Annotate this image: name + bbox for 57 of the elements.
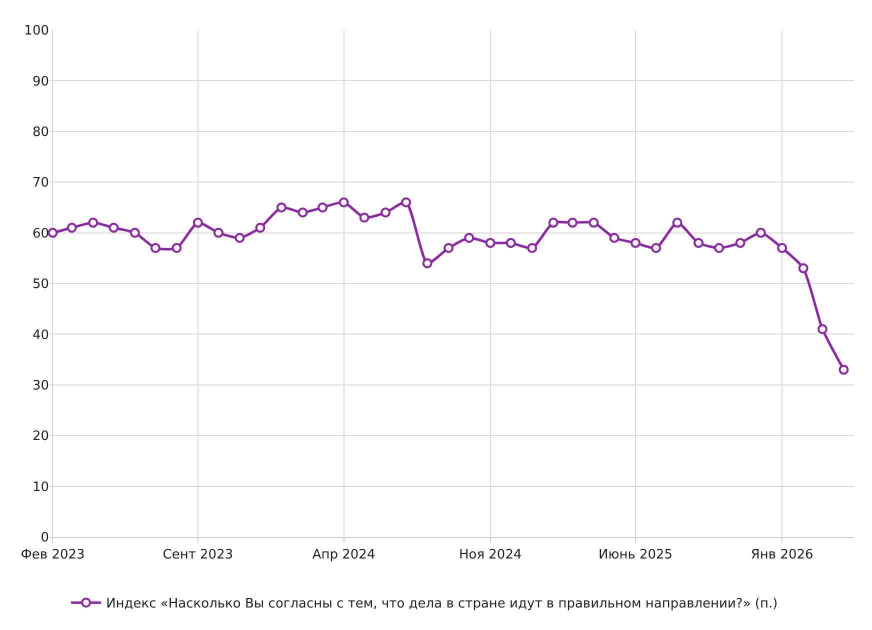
- point: [338, 197, 349, 208]
- x-tick-label: Фев 2023: [20, 548, 85, 563]
- point: [777, 243, 788, 254]
- y-tick-label: 80: [32, 124, 49, 140]
- point: [485, 238, 496, 248]
- point: [234, 232, 245, 243]
- point: [735, 238, 746, 248]
- point: [422, 258, 432, 268]
- point: [150, 243, 160, 254]
- point: [108, 222, 119, 233]
- point: [88, 218, 98, 228]
- point: [588, 218, 599, 228]
- y-tick-label: 30: [32, 378, 49, 394]
- x-tick-label: Сент 2023: [162, 548, 234, 563]
- x-tick-label: Ноя 2024: [458, 548, 522, 563]
- point: [318, 202, 328, 212]
- point: [609, 232, 620, 243]
- point: [672, 218, 682, 228]
- legend-label: Индекс «Насколько Вы согласны с тем, что дела в стране идут в правильном направлении?» (п.): [106, 596, 778, 612]
- point: [401, 197, 412, 208]
- point: [651, 243, 662, 254]
- point: [298, 208, 308, 218]
- point: [548, 218, 558, 228]
- point: [255, 222, 266, 233]
- point: [464, 232, 474, 243]
- point: [568, 218, 578, 228]
- point: [798, 263, 808, 274]
- y-tick-label: 60: [32, 226, 49, 242]
- point: [192, 218, 203, 228]
- point: [838, 364, 849, 375]
- point: [359, 212, 370, 223]
- y-tick-label: 10: [32, 480, 49, 495]
- x-tick-label: Июнь 2025: [598, 548, 673, 563]
- y-tick-label: 100: [24, 24, 49, 39]
- y-tick-label: 90: [32, 74, 49, 90]
- point: [66, 222, 77, 233]
- point: [380, 208, 391, 218]
- y-tick-label: 20: [32, 429, 49, 444]
- point: [213, 228, 224, 238]
- x-tick-label: Янв 2026: [750, 548, 814, 563]
- point: [48, 228, 58, 238]
- y-tick-label: 50: [32, 277, 49, 292]
- point: [444, 243, 454, 254]
- point: [818, 324, 828, 334]
- point: [694, 238, 704, 248]
- y-tick-label: 70: [32, 176, 49, 191]
- point: [130, 228, 140, 238]
- point: [527, 243, 538, 254]
- point: [756, 228, 766, 238]
- point: [276, 202, 286, 212]
- y-tick-label: 40: [32, 328, 49, 343]
- point: [714, 243, 724, 254]
- x-tick-label: Апр 2024: [312, 548, 376, 563]
- point: [506, 238, 516, 248]
- point: [630, 238, 641, 248]
- point: [172, 243, 182, 254]
- y-tick-label: 0: [40, 530, 49, 546]
